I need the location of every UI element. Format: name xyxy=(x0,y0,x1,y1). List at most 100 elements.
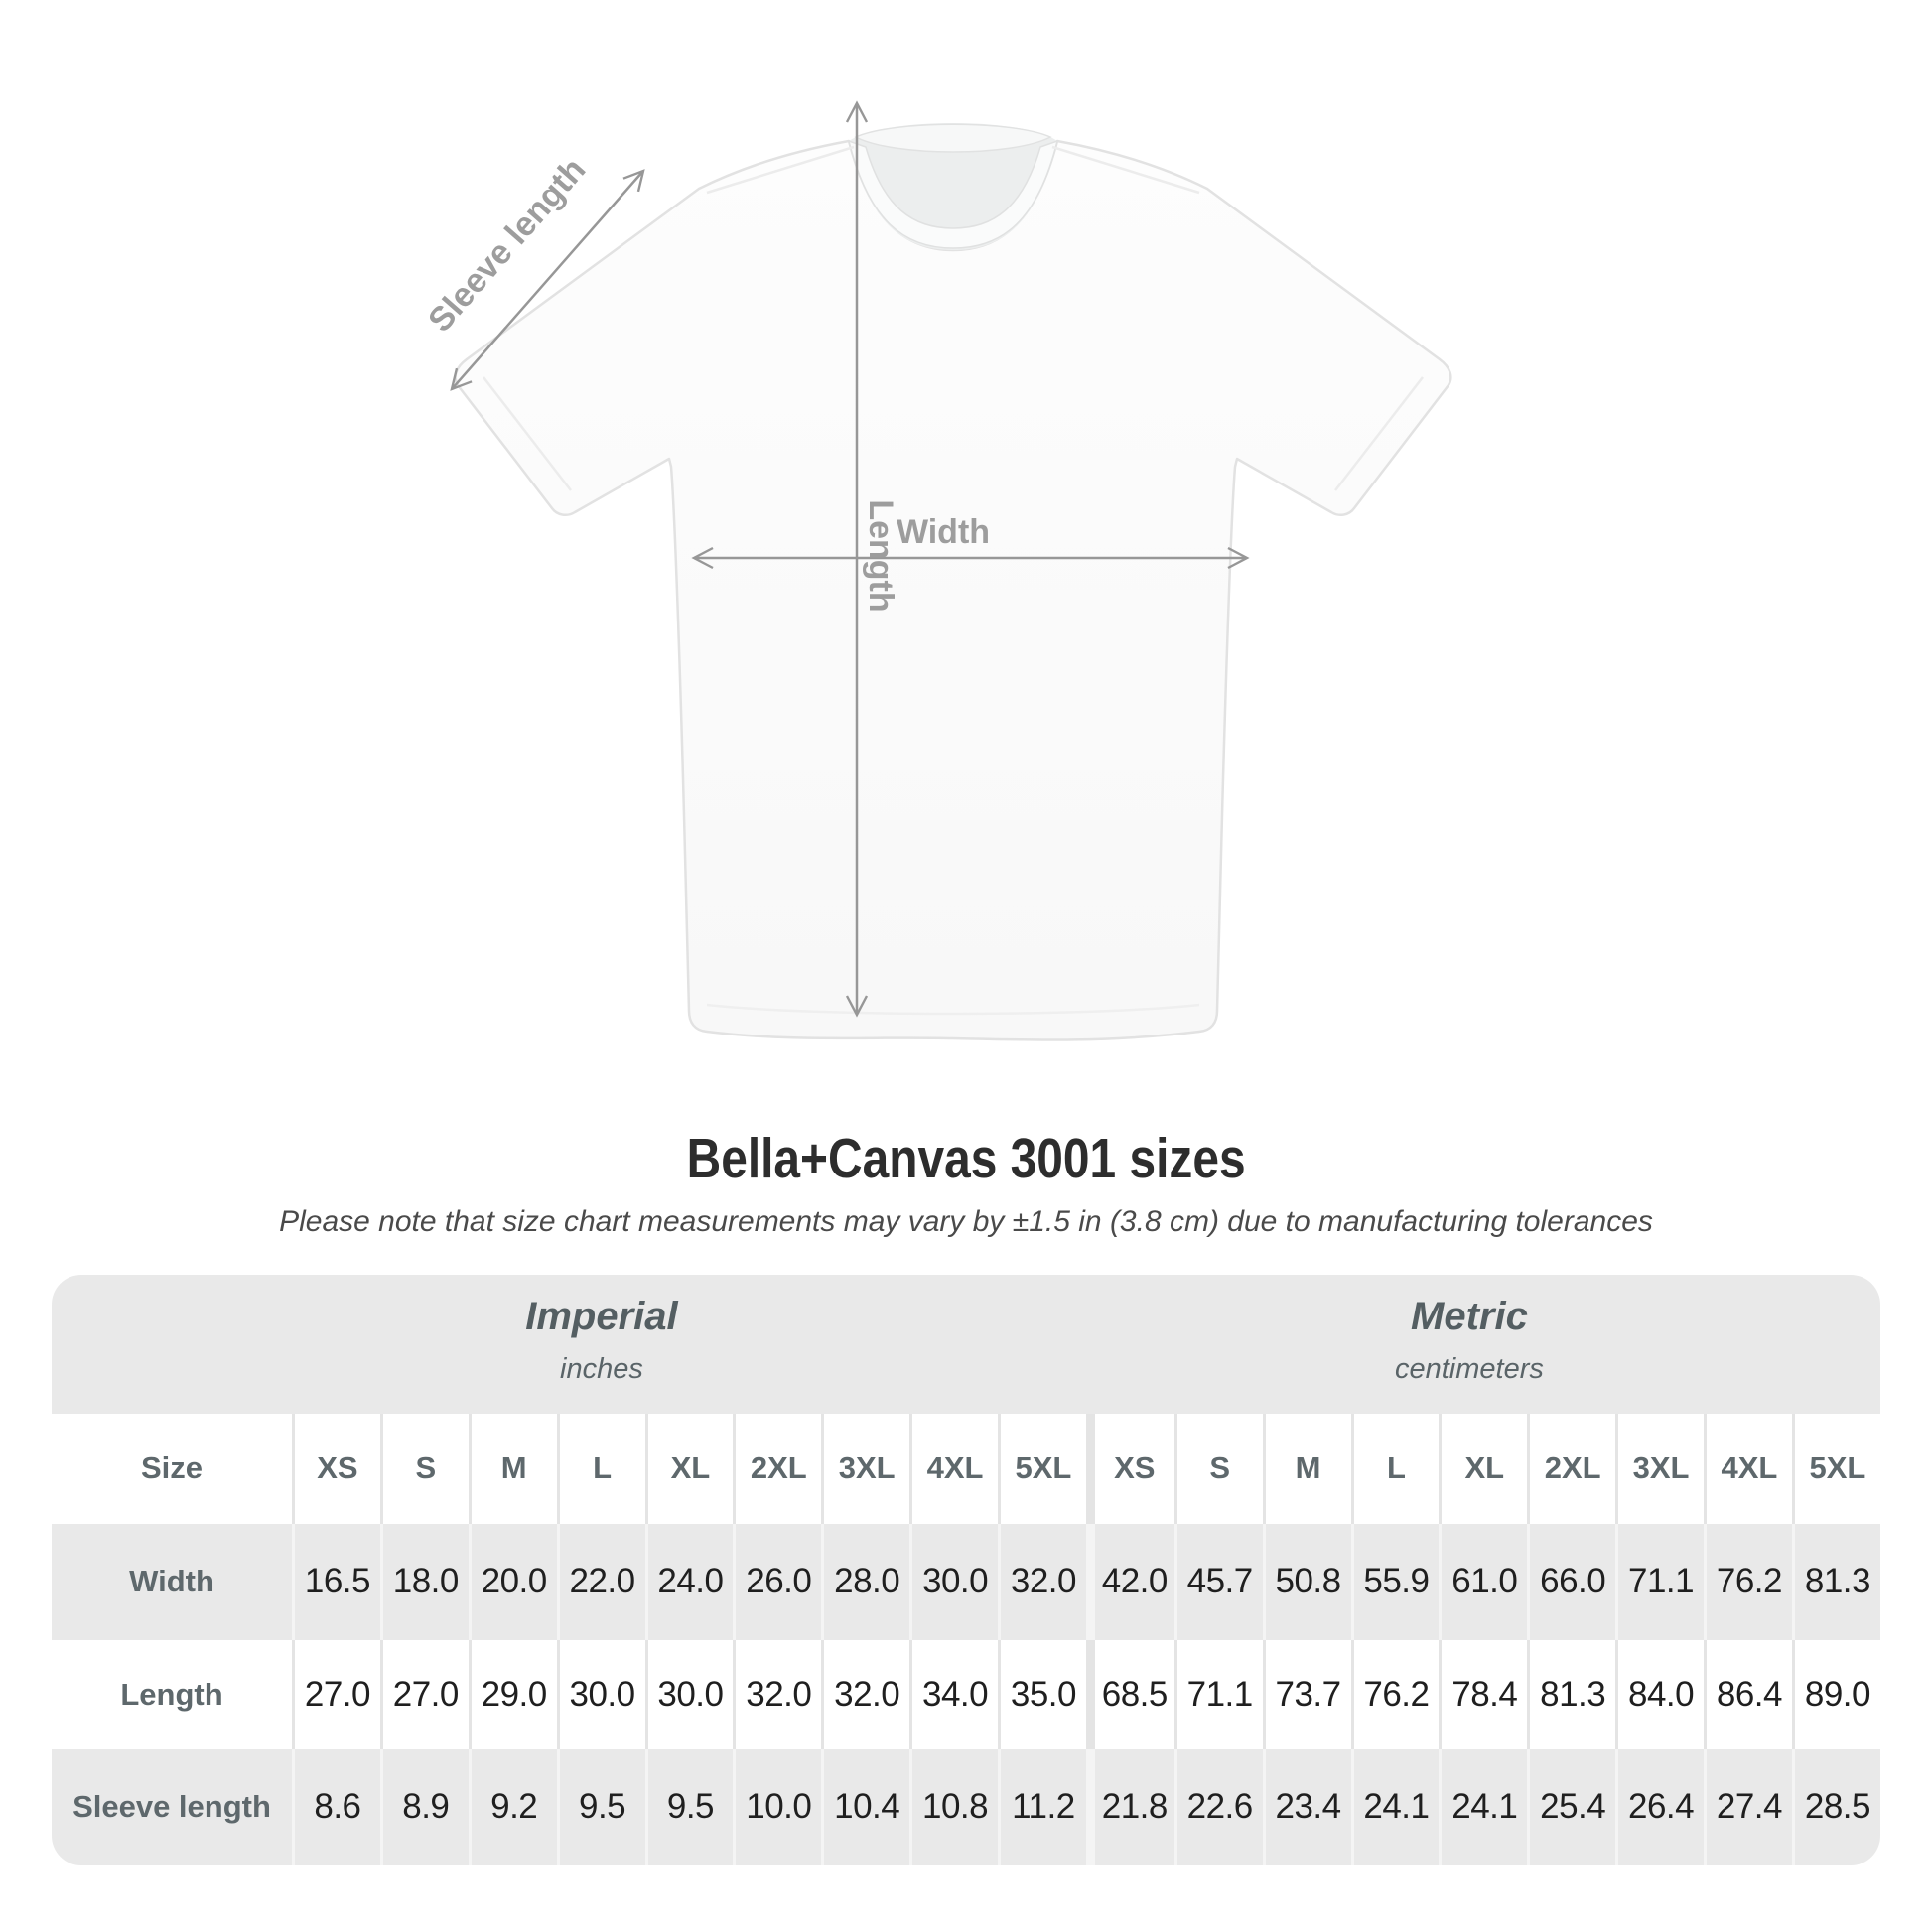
cell-sleeve-length-imperial-m: 9.2 xyxy=(468,1748,557,1865)
metric-group-header: Metric centimeters xyxy=(1085,1274,1880,1414)
cell-length-imperial-s: 27.0 xyxy=(379,1639,469,1749)
cell-width-imperial-s: 18.0 xyxy=(379,1523,469,1640)
table-row-width: Width 16.5 18.0 20.0 22.0 24.0 26.0 28.0 30.0 32.… xyxy=(52,1523,1880,1640)
sizes-header-row: Size XS S M L XL 2XL 3XL 4XL 5XL XS S M L XL 2XL 3XL 4XL… xyxy=(52,1413,1880,1524)
cell-width-metric-l: 55.9 xyxy=(1350,1523,1440,1640)
row-label: Length xyxy=(52,1639,292,1749)
size-header-imperial-xl: XL xyxy=(644,1413,734,1524)
size-chart-table: Imperial inches Metric centimeters Size … xyxy=(52,1274,1880,1865)
right-cuff-seam xyxy=(1334,376,1424,491)
cell-width-imperial-5xl: 32.0 xyxy=(998,1523,1086,1640)
size-header-metric-m: M xyxy=(1262,1413,1351,1524)
cell-width-imperial-xl: 24.0 xyxy=(644,1523,734,1640)
cell-length-imperial-xs: 27.0 xyxy=(292,1639,380,1749)
cell-sleeve-length-imperial-xl: 9.5 xyxy=(644,1748,734,1865)
cell-sleeve-length-imperial-2xl: 10.0 xyxy=(733,1748,822,1865)
size-header-imperial-4xl: 4XL xyxy=(909,1413,998,1524)
cell-sleeve-length-metric-2xl: 25.4 xyxy=(1527,1748,1616,1865)
cell-width-imperial-m: 20.0 xyxy=(468,1523,557,1640)
size-header-imperial-m: M xyxy=(468,1413,557,1524)
size-header-imperial-5xl: 5XL xyxy=(998,1413,1086,1524)
units-row-corner xyxy=(52,1274,292,1414)
cell-length-imperial-l: 30.0 xyxy=(556,1639,645,1749)
cell-sleeve-length-metric-m: 23.4 xyxy=(1262,1748,1351,1865)
cell-width-metric-5xl: 81.3 xyxy=(1791,1523,1880,1640)
imperial-unit-label: inches xyxy=(560,1352,643,1385)
cell-sleeve-length-metric-5xl: 28.5 xyxy=(1791,1748,1880,1865)
size-header-metric-2xl: 2XL xyxy=(1527,1413,1616,1524)
cell-length-imperial-m: 29.0 xyxy=(468,1639,557,1749)
cell-sleeve-length-metric-4xl: 27.4 xyxy=(1704,1748,1792,1865)
cell-width-metric-4xl: 76.2 xyxy=(1704,1523,1792,1640)
cell-length-metric-s: 71.1 xyxy=(1173,1639,1263,1749)
cell-length-metric-m: 73.7 xyxy=(1262,1639,1351,1749)
page-title: Bella+Canvas 3001 sizes xyxy=(686,1127,1246,1190)
metric-label: Metric xyxy=(1411,1294,1528,1338)
tolerance-note: Please note that size chart measurements… xyxy=(279,1204,1653,1238)
cell-sleeve-length-imperial-s: 8.9 xyxy=(379,1748,469,1865)
cell-width-imperial-3xl: 28.0 xyxy=(821,1523,910,1640)
cell-width-imperial-l: 22.0 xyxy=(556,1523,645,1640)
size-table-body: Width 16.5 18.0 20.0 22.0 24.0 26.0 28.0 30.0 32.… xyxy=(52,1523,1880,1865)
size-header-metric-3xl: 3XL xyxy=(1615,1413,1704,1524)
size-header-imperial-xs: XS xyxy=(292,1413,380,1524)
metric-unit-label: centimeters xyxy=(1394,1352,1544,1385)
cell-width-metric-xl: 61.0 xyxy=(1439,1523,1528,1640)
sleeve-length-arrow xyxy=(450,169,645,391)
cell-sleeve-length-metric-s: 22.6 xyxy=(1173,1748,1263,1865)
cell-length-imperial-xl: 30.0 xyxy=(644,1639,734,1749)
cell-length-imperial-5xl: 35.0 xyxy=(998,1639,1086,1749)
table-row-sleeve-length: Sleeve length 8.6 8.9 9.2 9.5 9.5 10.0 10.4 10.8… xyxy=(52,1748,1880,1865)
size-header-metric-5xl: 5XL xyxy=(1791,1413,1880,1524)
cell-width-metric-xs: 42.0 xyxy=(1085,1523,1174,1640)
size-header-metric-l: L xyxy=(1350,1413,1440,1524)
size-header-imperial-l: L xyxy=(556,1413,645,1524)
cell-length-metric-5xl: 89.0 xyxy=(1791,1639,1880,1749)
table-row-length: Length 27.0 27.0 29.0 30.0 30.0 32.0 32.0 34.0 35… xyxy=(52,1639,1880,1749)
cell-length-imperial-2xl: 32.0 xyxy=(733,1639,822,1749)
cell-length-metric-3xl: 84.0 xyxy=(1615,1639,1704,1749)
cell-sleeve-length-metric-xl: 24.1 xyxy=(1439,1748,1528,1865)
tshirt-body xyxy=(454,139,1452,1041)
size-header-imperial-3xl: 3XL xyxy=(821,1413,910,1524)
size-header-metric-xs: XS xyxy=(1085,1413,1174,1524)
cell-sleeve-length-imperial-3xl: 10.4 xyxy=(821,1748,910,1865)
imperial-label: Imperial xyxy=(525,1294,678,1338)
size-header-metric-xl: XL xyxy=(1439,1413,1528,1524)
left-shoulder-seam xyxy=(706,145,855,195)
cell-length-metric-xl: 78.4 xyxy=(1439,1639,1528,1749)
size-header-imperial-2xl: 2XL xyxy=(733,1413,822,1524)
cell-sleeve-length-metric-l: 24.1 xyxy=(1350,1748,1440,1865)
size-guide-diagram: Sleeve length Length Width xyxy=(421,100,1452,1041)
cell-sleeve-length-imperial-xs: 8.6 xyxy=(292,1748,380,1865)
bottom-hem-seam xyxy=(706,1003,1200,1016)
row-label: Sleeve length xyxy=(52,1748,292,1865)
row-label: Width xyxy=(52,1523,292,1640)
size-column-header: Size xyxy=(52,1413,292,1524)
tshirt-measurement-diagram: Sleeve length Length Width xyxy=(421,100,1452,1041)
back-collar xyxy=(854,123,1052,153)
cell-length-metric-4xl: 86.4 xyxy=(1704,1639,1792,1749)
cell-width-imperial-2xl: 26.0 xyxy=(733,1523,822,1640)
right-shoulder-seam xyxy=(1051,145,1200,195)
size-header-metric-4xl: 4XL xyxy=(1704,1413,1792,1524)
cell-length-metric-2xl: 81.3 xyxy=(1527,1639,1616,1749)
length-label: Length xyxy=(862,499,899,612)
units-header-row: Imperial inches Metric centimeters xyxy=(52,1274,1880,1414)
cell-sleeve-length-metric-3xl: 26.4 xyxy=(1615,1748,1704,1865)
cell-length-imperial-3xl: 32.0 xyxy=(821,1639,910,1749)
cell-sleeve-length-imperial-l: 9.5 xyxy=(556,1748,645,1865)
imperial-group-header: Imperial inches xyxy=(292,1274,1086,1414)
cell-width-imperial-xs: 16.5 xyxy=(292,1523,380,1640)
left-cuff-seam xyxy=(483,376,572,491)
cell-width-metric-s: 45.7 xyxy=(1173,1523,1263,1640)
cell-sleeve-length-imperial-4xl: 10.8 xyxy=(909,1748,998,1865)
cell-length-metric-xs: 68.5 xyxy=(1085,1639,1174,1749)
cell-length-metric-l: 76.2 xyxy=(1350,1639,1440,1749)
cell-width-imperial-4xl: 30.0 xyxy=(909,1523,998,1640)
cell-width-metric-2xl: 66.0 xyxy=(1527,1523,1616,1640)
front-collar xyxy=(847,139,1059,249)
cell-length-imperial-4xl: 34.0 xyxy=(909,1639,998,1749)
size-header-imperial-s: S xyxy=(379,1413,469,1524)
cell-sleeve-length-metric-xs: 21.8 xyxy=(1085,1748,1174,1865)
